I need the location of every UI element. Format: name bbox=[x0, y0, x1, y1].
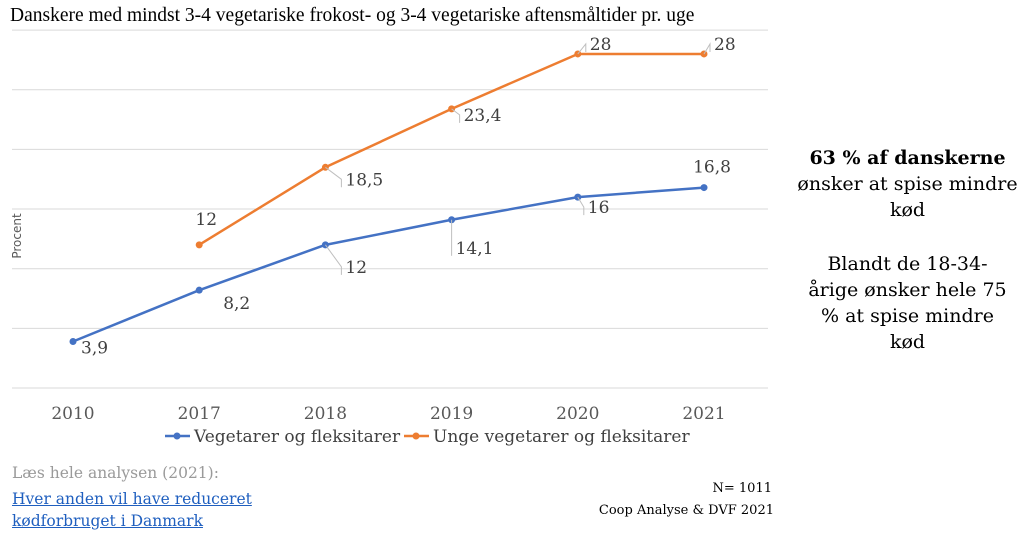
side-note-highlight: 63 % af danskerne bbox=[809, 147, 1006, 169]
side-note: 63 % af danskerne ønsker at spise mindre… bbox=[795, 145, 1020, 355]
label-leaders bbox=[324, 42, 711, 275]
analysis-link[interactable]: Hver anden vil have reduceret kødforbrug… bbox=[12, 490, 252, 530]
legend: Vegetarer og fleksitarer Unge vegetarer … bbox=[165, 427, 690, 447]
x-tick-label: 2021 bbox=[682, 404, 725, 424]
x-axis-ticks: 2010 2017 2018 2019 2020 2021 bbox=[51, 404, 725, 424]
data-label: 3,9 bbox=[81, 338, 108, 358]
chart-title: Danskere med mindst 3-4 vegetariske frok… bbox=[10, 5, 695, 26]
data-label: 28 bbox=[714, 35, 736, 55]
data-labels: 3,9 8,2 12 14,1 16 16,8 12 18,5 23,4 28 28 bbox=[81, 35, 736, 359]
label-leader bbox=[577, 196, 585, 216]
x-tick-label: 2018 bbox=[304, 404, 347, 424]
gridlines bbox=[12, 29, 768, 389]
legend-label-series-1: Vegetarer og fleksitarer bbox=[193, 427, 401, 447]
x-tick-label: 2010 bbox=[51, 404, 94, 424]
legend-label-series-2: Unge vegetarer og fleksitarer bbox=[433, 427, 690, 447]
label-leader bbox=[324, 244, 342, 275]
data-point bbox=[69, 337, 77, 345]
footer-intro: Læs hele analysen (2021): bbox=[12, 464, 219, 482]
data-point bbox=[700, 184, 708, 192]
data-point bbox=[195, 241, 203, 249]
label-leader bbox=[577, 42, 587, 55]
side-note-first: 63 % af danskerne ønsker at spise mindre… bbox=[795, 145, 1020, 223]
data-label: 28 bbox=[590, 35, 612, 55]
data-label: 12 bbox=[195, 210, 217, 230]
sample-size: N= 1011 bbox=[712, 481, 772, 496]
y-axis-label: Procent bbox=[10, 213, 24, 259]
data-point bbox=[195, 286, 203, 294]
data-label: 18,5 bbox=[345, 170, 383, 190]
data-label: 16,8 bbox=[693, 158, 731, 178]
series-points bbox=[69, 50, 708, 345]
data-label: 16 bbox=[588, 198, 610, 218]
data-label: 14,1 bbox=[456, 239, 494, 259]
data-label: 23,4 bbox=[464, 106, 502, 126]
source-note: Coop Analyse & DVF 2021 bbox=[598, 503, 774, 518]
x-tick-label: 2019 bbox=[430, 404, 473, 424]
x-tick-label: 2020 bbox=[556, 404, 599, 424]
series-line-1 bbox=[72, 186, 705, 343]
legend-item-series-1[interactable]: Vegetarer og fleksitarer bbox=[165, 427, 401, 447]
label-leader bbox=[703, 42, 711, 55]
side-note-second: Blandt de 18-34-årige ønsker hele 75 % a… bbox=[808, 253, 1007, 353]
data-label: 8,2 bbox=[223, 294, 250, 314]
label-leader bbox=[451, 108, 461, 123]
label-leader bbox=[325, 166, 342, 188]
legend-item-series-2[interactable]: Unge vegetarer og fleksitarer bbox=[404, 427, 690, 447]
data-label: 12 bbox=[345, 258, 367, 278]
side-note-first-rest: ønsker at spise mindre kød bbox=[797, 173, 1018, 221]
x-tick-label: 2017 bbox=[178, 404, 221, 424]
line-chart: Procent 2010 2017 2018 2019 2020 2021 3,9 8,2 1… bbox=[10, 29, 768, 447]
